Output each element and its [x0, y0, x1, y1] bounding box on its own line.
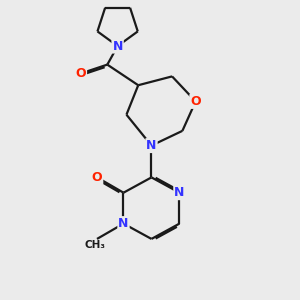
Text: O: O: [76, 67, 86, 80]
Text: N: N: [174, 186, 184, 199]
Text: N: N: [112, 40, 123, 52]
Text: CH₃: CH₃: [84, 240, 105, 250]
Text: N: N: [118, 217, 129, 230]
Text: O: O: [92, 171, 102, 184]
Text: N: N: [146, 139, 157, 152]
Text: O: O: [190, 95, 201, 108]
